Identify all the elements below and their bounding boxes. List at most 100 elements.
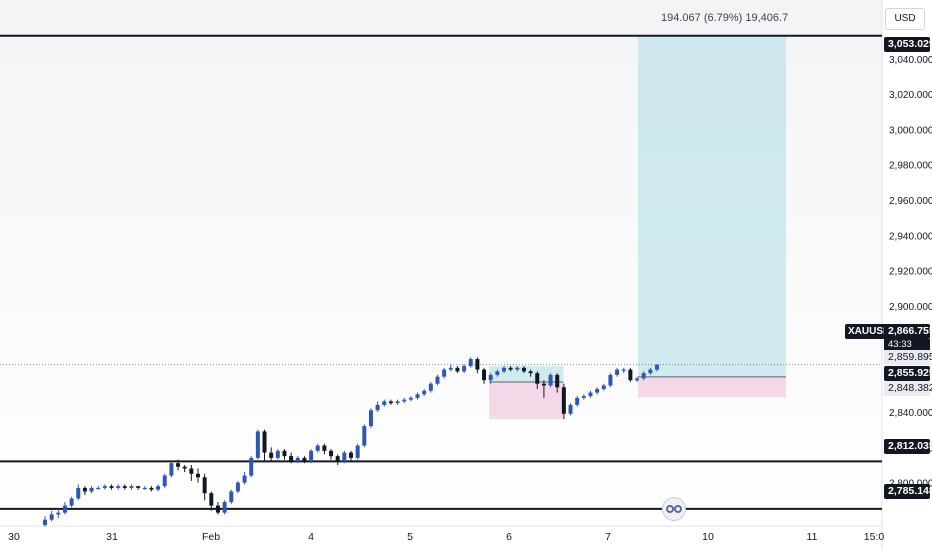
candle-body: [402, 399, 407, 402]
candle-body: [648, 369, 653, 374]
price-tag-entry-a: 2,859.895: [884, 350, 932, 365]
candle-body: [601, 385, 606, 390]
x-tick-label: 4: [308, 531, 314, 543]
candle-body: [349, 452, 353, 458]
candle-body: [96, 487, 101, 490]
candle-body: [442, 369, 447, 377]
price-tag-low-ref: 2,848.382: [884, 381, 932, 396]
candle-body: [455, 367, 460, 372]
candle-body: [368, 410, 373, 427]
x-tick-label: Feb: [202, 531, 220, 543]
candle-body: [229, 491, 234, 503]
candle-body: [362, 426, 367, 446]
candle-body: [156, 486, 161, 490]
tradingview-logo-icon: [662, 497, 686, 521]
candle-body: [196, 473, 200, 478]
candle-body: [262, 431, 267, 453]
candle-body: [89, 487, 94, 492]
candle-body: [408, 397, 413, 400]
price-tag-support-1: 2,812.035: [884, 439, 932, 454]
x-tick-label: 5: [407, 531, 413, 543]
candle-body: [588, 392, 593, 397]
x-tick-label: 15:0: [864, 531, 885, 543]
candle-body: [615, 369, 620, 375]
y-tick-label: 3,020.000: [889, 90, 932, 101]
price-tag-entry-b: 2,855.925: [884, 366, 932, 381]
candle-body: [215, 505, 220, 513]
candle-body: [595, 389, 600, 393]
candle-body: [182, 466, 187, 469]
y-tick-label: 2,980.000: [889, 161, 932, 172]
candle-body: [641, 373, 646, 379]
candle-body: [116, 486, 121, 488]
candle-body: [242, 475, 247, 483]
x-tick-label: 11: [807, 531, 818, 543]
candle-body: [69, 498, 74, 506]
profit-zone-2: [638, 35, 786, 377]
candle-body: [395, 401, 400, 404]
candle-body: [488, 374, 493, 381]
candle-body: [56, 512, 61, 515]
candle-body: [495, 371, 500, 375]
measure-label: 194.067 (6.79%) 19,406.7: [661, 12, 789, 24]
candle-body: [608, 374, 613, 386]
candle-body: [202, 477, 207, 494]
candle-body: [448, 367, 453, 370]
x-tick-label: 30: [8, 531, 20, 543]
candle-body: [508, 367, 513, 370]
candle-body: [355, 445, 360, 458]
candle-body: [235, 482, 240, 492]
currency-selector[interactable]: USD: [885, 8, 925, 30]
candle-body: [209, 493, 214, 506]
candle-body: [76, 487, 81, 499]
candle-body: [169, 463, 174, 476]
candle-body: [295, 457, 300, 462]
candle-body: [561, 387, 566, 414]
candle-body: [541, 383, 546, 386]
candle-body: [415, 394, 420, 398]
candle-body: [282, 450, 287, 457]
candle-body: [269, 452, 274, 458]
profit-zone-1: [489, 366, 564, 382]
candle-body: [568, 404, 573, 414]
symbol-label: XAUUSD: [845, 324, 894, 339]
candle-body: [176, 463, 181, 467]
y-tick-label: 2,940.000: [889, 231, 932, 242]
candle-body: [122, 486, 127, 488]
x-tick-label: 6: [506, 531, 512, 543]
candle-body: [435, 376, 440, 384]
candle-body: [189, 468, 194, 474]
candle-body: [388, 401, 393, 404]
candle-body: [655, 364, 659, 370]
loss-zone-2: [638, 376, 786, 398]
candle-body: [329, 450, 334, 457]
candle-body: [375, 404, 380, 411]
candle-body: [136, 486, 141, 488]
candle-body: [468, 359, 473, 367]
candle-body: [581, 396, 586, 398]
candle-body: [628, 369, 633, 381]
y-tick-label: 2,920.000: [889, 267, 932, 278]
candle-body: [129, 486, 134, 488]
x-tick-label: 7: [605, 531, 611, 543]
candle-body: [382, 401, 387, 405]
candle-body: [49, 514, 54, 520]
y-tick-label: 2,900.000: [889, 302, 932, 313]
candle-body: [548, 374, 553, 386]
candle-body: [162, 475, 167, 487]
x-tick-label: 31: [106, 531, 118, 543]
y-tick-label: 3,040.000: [889, 55, 932, 66]
candle-body: [428, 383, 433, 391]
candle-body: [502, 367, 506, 372]
candle-body: [475, 359, 480, 370]
price-tag-support-2: 2,785.148: [884, 484, 932, 499]
candle-body: [335, 456, 340, 462]
candle-body: [621, 369, 626, 371]
bar-countdown: 43:33: [884, 339, 930, 350]
candle-body: [462, 366, 467, 372]
candle-body: [302, 457, 307, 462]
candle-body: [422, 390, 427, 395]
candle-body: [82, 487, 87, 492]
